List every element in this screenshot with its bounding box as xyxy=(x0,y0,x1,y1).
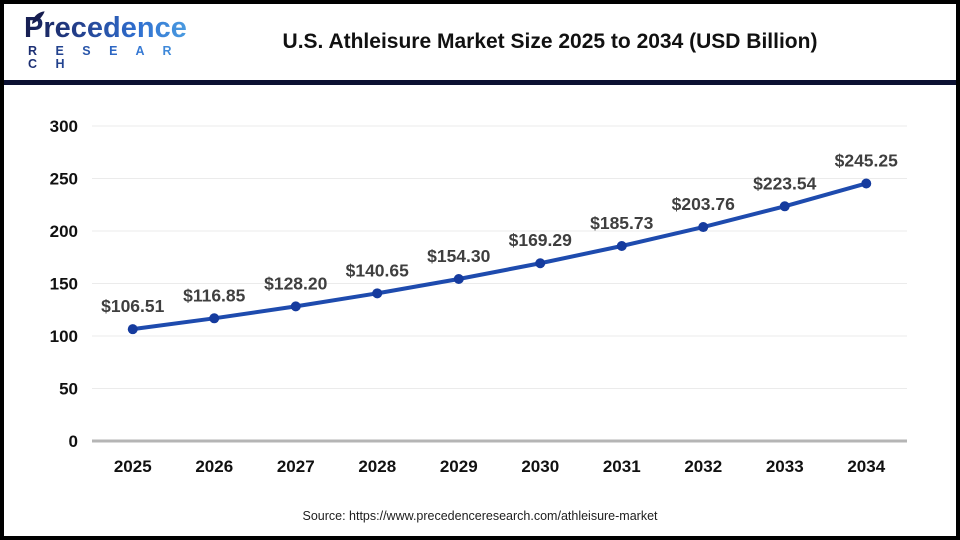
y-tick-label: 100 xyxy=(50,327,78,346)
data-label: $169.29 xyxy=(509,230,573,250)
logo-subtitle: R E S E A R C H xyxy=(24,45,194,70)
x-tick-label: 2026 xyxy=(195,457,233,476)
x-tick-label: 2025 xyxy=(114,457,152,476)
data-label: $116.85 xyxy=(183,285,246,305)
x-tick-label: 2027 xyxy=(277,457,315,476)
series-line xyxy=(130,181,869,332)
data-point xyxy=(535,258,546,269)
precedence-research-logo: Precedence R E S E A R C H xyxy=(24,11,194,70)
logo-wordmark: Precedence xyxy=(24,12,187,44)
x-tick-label: 2030 xyxy=(521,457,559,476)
line-chart: 0 50 100 150 200 250 300 2025 2026 2027 2028 2029 20… xyxy=(50,117,907,476)
x-tick-label: 2034 xyxy=(847,457,885,476)
x-tick-label: 2032 xyxy=(684,457,722,476)
data-point xyxy=(372,288,383,299)
y-tick-label: 0 xyxy=(69,432,78,451)
y-tick-label: 150 xyxy=(50,275,78,294)
data-point xyxy=(127,324,138,335)
data-label: $185.73 xyxy=(590,213,654,233)
data-label: $154.30 xyxy=(427,246,491,266)
footer: Source: https://www.precedenceresearch.c… xyxy=(4,500,956,532)
data-label: $223.54 xyxy=(753,173,817,193)
source-text: Source: https://www.precedenceresearch.c… xyxy=(302,509,658,523)
y-tick-label: 50 xyxy=(59,380,78,399)
data-point xyxy=(779,201,790,212)
leaf-icon xyxy=(32,11,45,24)
y-tick-label: 200 xyxy=(50,222,78,241)
data-label: $203.76 xyxy=(672,194,736,214)
data-label: $128.20 xyxy=(264,273,328,293)
data-point xyxy=(698,222,709,233)
data-label: $106.51 xyxy=(101,296,165,316)
y-tick-label: 300 xyxy=(50,117,78,136)
data-label: $140.65 xyxy=(346,260,410,280)
data-point xyxy=(290,301,301,312)
x-tick-label: 2031 xyxy=(603,457,641,476)
data-point xyxy=(209,313,220,324)
header: Precedence R E S E A R C H U.S. Athleisu… xyxy=(4,4,956,80)
y-tick-label: 250 xyxy=(50,170,78,189)
x-tick-label: 2033 xyxy=(766,457,804,476)
data-point xyxy=(616,240,627,251)
data-label: $245.25 xyxy=(835,150,899,170)
header-divider xyxy=(4,80,956,85)
chart-title: U.S. Athleisure Market Size 2025 to 2034… xyxy=(282,30,818,53)
data-point xyxy=(453,273,464,284)
chart-area: 0 50 100 150 200 250 300 2025 2026 2027 2028 2029 20… xyxy=(4,85,956,500)
x-tick-label: 2028 xyxy=(358,457,396,476)
data-point xyxy=(861,178,872,189)
x-tick-label: 2029 xyxy=(440,457,478,476)
